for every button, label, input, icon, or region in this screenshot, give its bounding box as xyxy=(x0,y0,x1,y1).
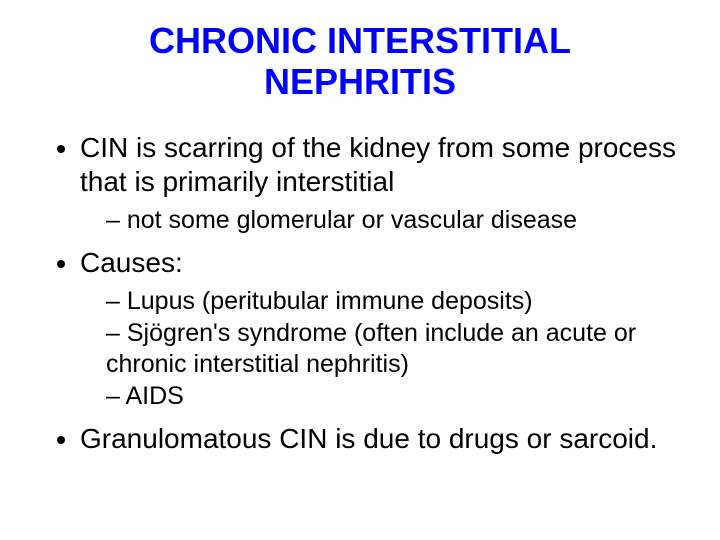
slide-title: CHRONIC INTERSTITIAL NEPHRITIS xyxy=(40,20,680,103)
bullet-2-sub-2: Sjögren's syndrome (often include an acu… xyxy=(106,318,680,379)
bullet-3-text: Granulomatous CIN is due to drugs or sar… xyxy=(80,423,657,454)
title-line-2: NEPHRITIS xyxy=(264,61,456,102)
bullet-2-text: Causes: xyxy=(80,247,183,278)
bullet-2: Causes: Lupus (peritubular immune deposi… xyxy=(80,246,680,412)
bullet-1-text: CIN is scarring of the kidney from some … xyxy=(80,132,676,197)
bullet-1: CIN is scarring of the kidney from some … xyxy=(80,131,680,236)
bullet-3: Granulomatous CIN is due to drugs or sar… xyxy=(80,422,680,456)
bullet-1-sub-1: not some glomerular or vascular disease xyxy=(106,205,680,236)
slide-container: CHRONIC INTERSTITIAL NEPHRITIS CIN is sc… xyxy=(0,0,720,540)
title-line-1: CHRONIC INTERSTITIAL xyxy=(149,20,571,61)
bullet-2-sublist: Lupus (peritubular immune deposits) Sjög… xyxy=(80,286,680,412)
bullet-2-sub-1: Lupus (peritubular immune deposits) xyxy=(106,286,680,317)
bullet-2-sub-3: AIDS xyxy=(106,381,680,412)
bullet-list: CIN is scarring of the kidney from some … xyxy=(40,131,680,456)
bullet-1-sublist: not some glomerular or vascular disease xyxy=(80,205,680,236)
